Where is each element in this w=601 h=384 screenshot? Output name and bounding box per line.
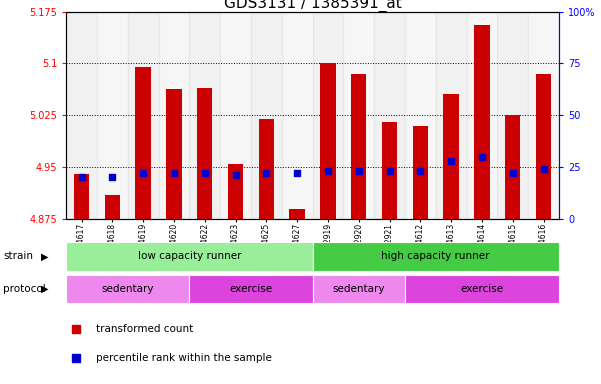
Point [354, 168, 364, 174]
Text: protocol: protocol [3, 284, 46, 294]
Bar [258, 119, 274, 219]
Point [231, 172, 240, 179]
Text: sedentary: sedentary [102, 284, 154, 294]
Point [447, 158, 456, 164]
Point [323, 168, 333, 174]
Bar [436, 12, 466, 219]
Bar [444, 94, 459, 219]
Point [108, 174, 117, 180]
Text: low capacity runner: low capacity runner [138, 251, 241, 262]
Text: high capacity runner: high capacity runner [382, 251, 490, 262]
Bar [197, 88, 212, 219]
Bar [313, 275, 405, 303]
Bar [189, 275, 313, 303]
Text: transformed count: transformed count [96, 324, 193, 334]
Point [138, 170, 148, 176]
Bar [159, 12, 189, 219]
Bar [66, 12, 97, 219]
Text: sedentary: sedentary [332, 284, 385, 294]
Bar [282, 12, 313, 219]
Bar [474, 25, 490, 219]
Bar [405, 275, 559, 303]
Text: ▶: ▶ [41, 284, 49, 294]
Text: exercise: exercise [460, 284, 504, 294]
Title: GDS3131 / 1385391_at: GDS3131 / 1385391_at [224, 0, 401, 12]
Bar [105, 195, 120, 219]
Bar [505, 115, 520, 219]
Bar [228, 164, 243, 219]
Bar [320, 63, 335, 219]
Bar [528, 12, 559, 219]
Bar [128, 12, 159, 219]
Point [415, 168, 425, 174]
Point [385, 168, 394, 174]
Bar [498, 12, 528, 219]
Point [292, 170, 302, 176]
Point [77, 174, 87, 180]
Point [169, 170, 178, 176]
Point [261, 170, 271, 176]
Bar [97, 12, 128, 219]
Text: ▶: ▶ [41, 251, 49, 262]
Bar [382, 122, 397, 219]
Point [508, 170, 517, 176]
Text: percentile rank within the sample: percentile rank within the sample [96, 353, 272, 363]
Bar [251, 12, 282, 219]
Bar [66, 275, 189, 303]
Bar [313, 12, 343, 219]
Point [477, 154, 487, 160]
Bar [405, 12, 436, 219]
Bar [66, 242, 313, 271]
Bar [135, 67, 151, 219]
Bar [220, 12, 251, 219]
Bar [189, 12, 220, 219]
Bar [313, 242, 559, 271]
Bar [290, 209, 305, 219]
Text: strain: strain [3, 251, 33, 262]
Text: exercise: exercise [230, 284, 272, 294]
Bar [343, 12, 374, 219]
Bar [536, 74, 551, 219]
Point [200, 170, 210, 176]
Bar [74, 174, 89, 219]
Bar [466, 12, 498, 219]
Bar [351, 74, 367, 219]
Point [538, 166, 548, 172]
Bar [166, 89, 182, 219]
Point [397, 210, 407, 216]
Bar [413, 126, 428, 219]
Bar [374, 12, 405, 219]
